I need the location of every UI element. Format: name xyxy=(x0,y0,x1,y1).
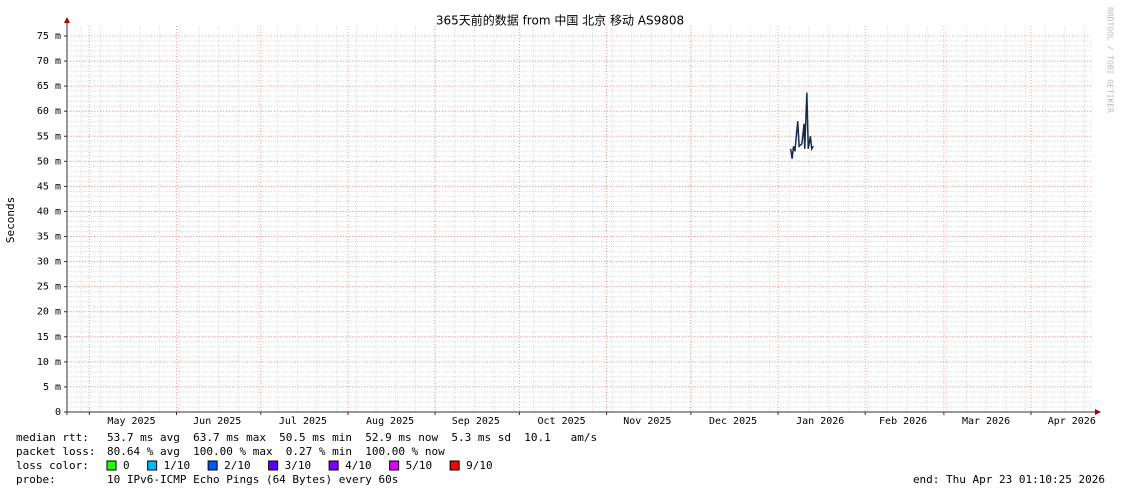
axis-arrow xyxy=(1095,409,1101,415)
legend-label: 1/10 xyxy=(164,459,191,472)
x-tick-label: Feb 2026 xyxy=(879,416,927,427)
y-tick-label: 30 m xyxy=(37,257,61,268)
y-tick-label: 40 m xyxy=(37,206,61,217)
legend-swatch xyxy=(106,460,117,471)
y-tick-label: 60 m xyxy=(37,106,61,117)
legend-label: 9/10 xyxy=(466,459,493,472)
x-tick-label: Dec 2025 xyxy=(709,416,757,427)
legend-swatch xyxy=(328,460,339,471)
chart-title: 365天前的数据 from 中国 北京 移动 AS9808 xyxy=(436,13,684,28)
y-tick-label: 65 m xyxy=(37,81,61,92)
legend-label: 5/10 xyxy=(406,459,433,472)
x-tick-label: Jun 2025 xyxy=(193,416,241,427)
y-tick-label: 75 m xyxy=(37,31,61,42)
x-tick-label: Oct 2025 xyxy=(538,416,586,427)
x-tick-label: May 2025 xyxy=(107,416,155,427)
x-tick-label: Apr 2026 xyxy=(1048,416,1096,427)
y-tick-label: 50 m xyxy=(37,156,61,167)
x-tick-label: Jan 2026 xyxy=(796,416,844,427)
y-tick-label: 5 m xyxy=(43,382,61,393)
x-tick-label: Nov 2025 xyxy=(623,416,671,427)
line xyxy=(789,92,814,159)
footer-label: probe: xyxy=(16,473,56,486)
x-tick-label: Aug 2025 xyxy=(366,416,414,427)
legend-swatch xyxy=(207,460,218,471)
footer-label: packet loss: xyxy=(16,445,95,458)
y-tick-label: 10 m xyxy=(37,357,61,368)
y-tick-label: 35 m xyxy=(37,232,61,243)
watermark: RRDTOOL / TOBI OETIKER xyxy=(1106,7,1115,113)
y-tick-label: 45 m xyxy=(37,181,61,192)
footer-text: 80.64 % avg 100.00 % max 0.27 % min 100.… xyxy=(107,445,445,458)
x-tick-label: Mar 2026 xyxy=(962,416,1010,427)
legend-swatch xyxy=(268,460,279,471)
legend-label: 2/10 xyxy=(224,459,251,472)
legend-swatch xyxy=(389,460,400,471)
legend-label: 3/10 xyxy=(285,459,312,472)
footer-text: 10 IPv6-ICMP Echo Pings (64 Bytes) every… xyxy=(107,473,398,486)
x-tick-label: Jul 2025 xyxy=(279,416,327,427)
x-tick-label: Sep 2025 xyxy=(452,416,500,427)
legend-label: 4/10 xyxy=(345,459,372,472)
y-tick-label: 70 m xyxy=(37,56,61,67)
y-tick-label: 25 m xyxy=(37,282,61,293)
legend-swatch xyxy=(449,460,460,471)
footer-text: 53.7 ms avg 63.7 ms max 50.5 ms min 52.9… xyxy=(107,431,597,444)
legend-swatch xyxy=(147,460,158,471)
y-tick-label: 55 m xyxy=(37,131,61,142)
legend-label: 0 xyxy=(123,459,130,472)
y-tick-label: 20 m xyxy=(37,307,61,318)
y-tick-label: 15 m xyxy=(37,332,61,343)
footer-end: end: Thu Apr 23 01:10:25 2026 xyxy=(913,473,1105,486)
footer-label: loss color: xyxy=(16,459,89,472)
axis-arrow xyxy=(64,17,70,23)
y-axis-label: Seconds xyxy=(4,197,17,243)
y-tick-label: 0 xyxy=(55,407,61,418)
footer-label: median rtt: xyxy=(16,431,89,444)
